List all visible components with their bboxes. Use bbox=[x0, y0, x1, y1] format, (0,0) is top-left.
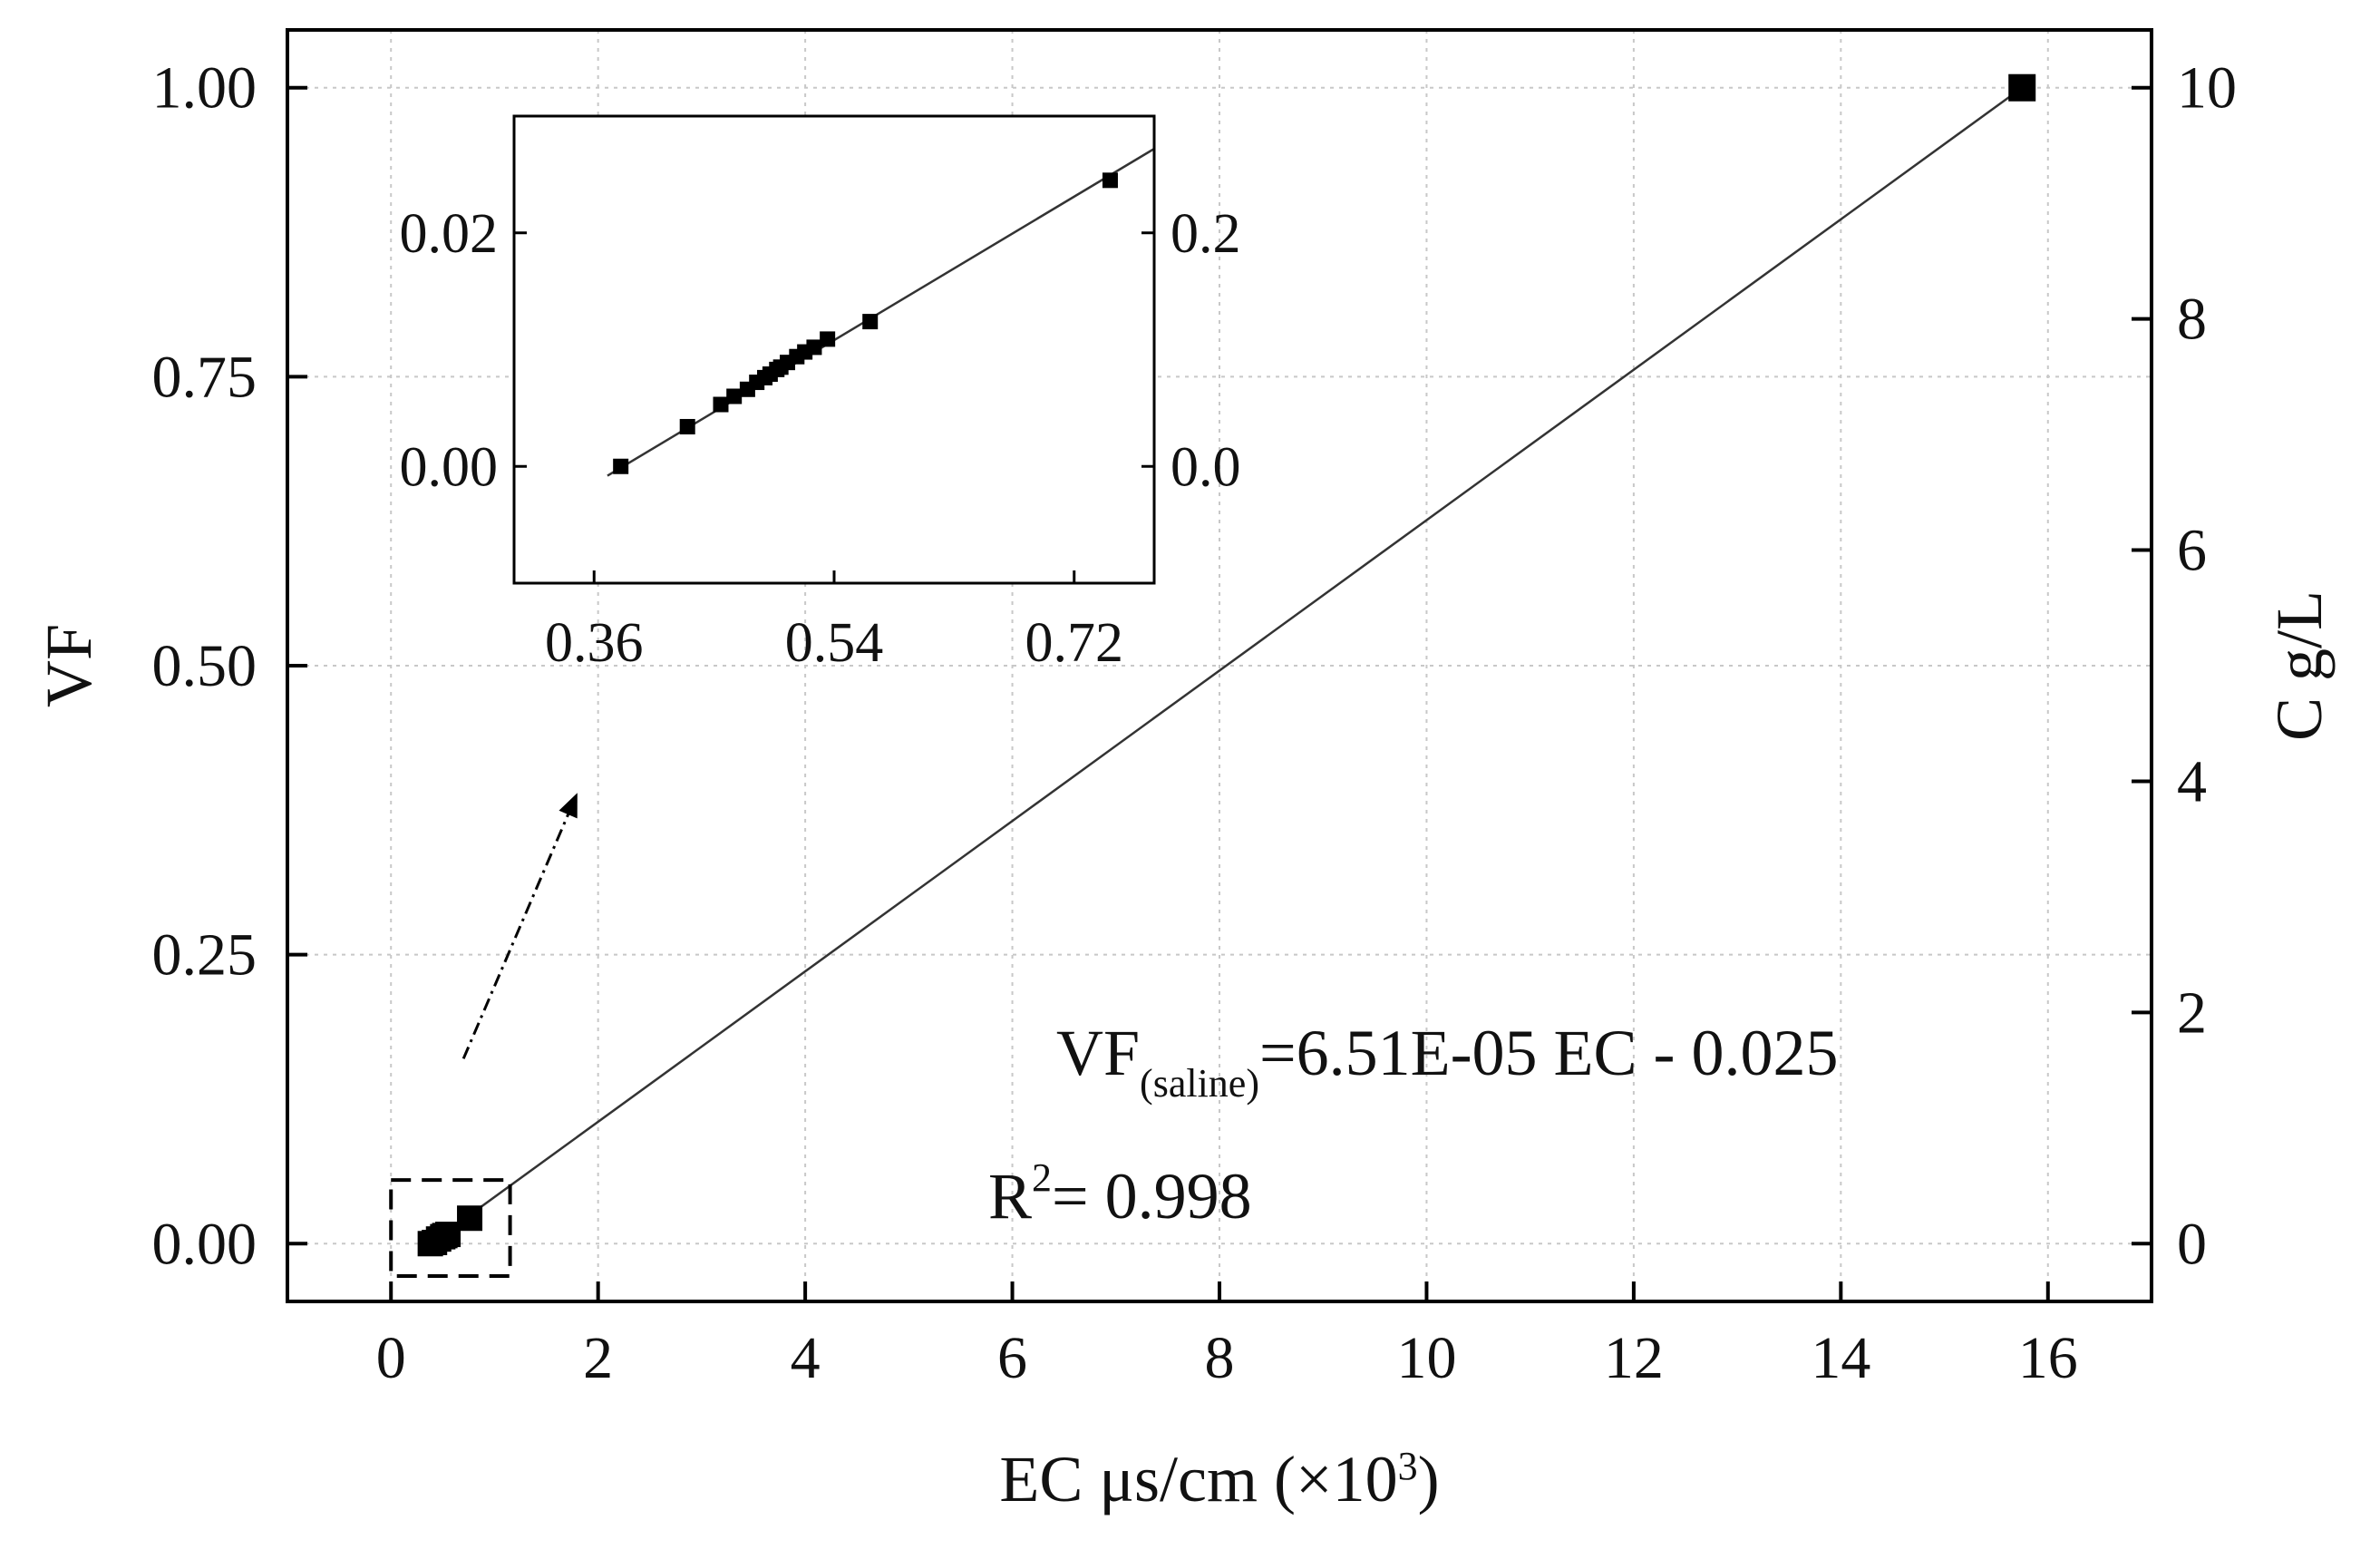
inset-data-point bbox=[679, 418, 695, 434]
fit-line bbox=[429, 86, 2023, 1245]
inset-x-tick-label: 0.72 bbox=[1025, 612, 1124, 674]
regression-equation-rest: =6.51E-05 EC - 0.025 bbox=[1259, 1017, 1839, 1089]
inset-data-points bbox=[613, 172, 1118, 474]
regression-equation-main: VF bbox=[1056, 1017, 1140, 1089]
inset-background bbox=[514, 116, 1154, 583]
r-squared-main: R bbox=[988, 1160, 1032, 1233]
y-tick-label: 0.25 bbox=[152, 922, 257, 989]
x-tick-label: 10 bbox=[1396, 1325, 1456, 1391]
y2-tick-label: 10 bbox=[2177, 55, 2237, 122]
inset-x-tick-label: 0.54 bbox=[785, 612, 884, 674]
y2-tick-label: 6 bbox=[2177, 518, 2207, 584]
inset-y-tick-label: 0.00 bbox=[400, 436, 499, 498]
inset-axes: 0.36 0.54 0.72 0.00 0.02 0.0 0.2 bbox=[400, 114, 1241, 674]
inset-x-tick-label: 0.36 bbox=[545, 612, 644, 674]
inset-y2-tick-label: 0.2 bbox=[1171, 203, 1241, 265]
inset-fit-line-group bbox=[607, 147, 1155, 477]
data-point bbox=[2008, 73, 2036, 102]
y2-tick-label: 2 bbox=[2177, 979, 2207, 1046]
data-point bbox=[435, 1222, 461, 1248]
y-tick-label: 0.50 bbox=[152, 633, 257, 699]
zoom-region-box bbox=[389, 1178, 512, 1278]
regression-equation: VF(saline)=6.51E-05 EC - 0.025 bbox=[1056, 1017, 1839, 1106]
y2-tick-label: 0 bbox=[2177, 1211, 2207, 1277]
inset-y-tick-label: 0.02 bbox=[400, 203, 499, 265]
zoom-arrow-head bbox=[559, 793, 578, 819]
y-tick-label: 1.00 bbox=[152, 55, 257, 122]
main-data-points bbox=[417, 73, 2036, 1257]
inset-data-point bbox=[613, 458, 629, 474]
x-tick-label: 6 bbox=[997, 1325, 1027, 1391]
x-tick-label: 16 bbox=[2018, 1325, 2078, 1391]
regression-equation-sub: (saline) bbox=[1140, 1061, 1259, 1106]
x-tick-label: 12 bbox=[1604, 1325, 1664, 1391]
x-axis-title-sup: 3 bbox=[1398, 1444, 1418, 1488]
main-highlight-box-group bbox=[389, 1178, 512, 1278]
inset-fit-line bbox=[607, 147, 1155, 477]
x-tick-label: 4 bbox=[791, 1325, 821, 1391]
y-axis-title: VF bbox=[33, 624, 105, 707]
inset-y2-tick-label: 0.0 bbox=[1171, 436, 1241, 498]
inset-chart: 0.36 0.54 0.72 0.00 0.02 0.0 0.2 bbox=[400, 114, 1241, 674]
y-tick-label: 0.00 bbox=[152, 1211, 257, 1277]
y2-tick-label: 8 bbox=[2177, 287, 2207, 353]
y2-axis-title: C g/L bbox=[2263, 590, 2336, 741]
r-squared-label: R2= 0.998 bbox=[988, 1155, 1252, 1233]
x-axis-title: EC μs/cm (×103) bbox=[999, 1443, 1439, 1515]
x-tick-label: 0 bbox=[376, 1325, 406, 1391]
r-squared-sup: 2 bbox=[1032, 1155, 1052, 1200]
main-fit-line-group bbox=[429, 86, 2023, 1245]
inset-data-point bbox=[820, 331, 836, 347]
y-tick-label: 0.75 bbox=[152, 344, 257, 410]
data-point bbox=[457, 1205, 483, 1232]
inset-data-point bbox=[726, 388, 743, 404]
zoom-arrow-shaft bbox=[461, 792, 579, 1059]
r-squared-rest: = 0.998 bbox=[1052, 1160, 1252, 1233]
x-axis-title-main: EC μs/cm (×10 bbox=[999, 1443, 1397, 1515]
x-tick-label: 2 bbox=[583, 1325, 613, 1391]
inset-data-point bbox=[713, 396, 729, 413]
y2-tick-label: 4 bbox=[2177, 748, 2207, 814]
zoom-arrow bbox=[461, 792, 579, 1059]
x-axis-title-close: ) bbox=[1418, 1443, 1440, 1515]
inset-data-point bbox=[1102, 172, 1118, 189]
main-axes: 0 2 4 6 8 10 12 14 16 0.00 0.25 0.50 0.75 1.00 0 2 4 6 8 10 bbox=[152, 28, 2237, 1391]
inset-data-point bbox=[862, 314, 879, 330]
x-tick-label: 14 bbox=[1811, 1325, 1870, 1391]
x-tick-label: 8 bbox=[1205, 1325, 1235, 1391]
inset-data-point bbox=[806, 339, 822, 356]
